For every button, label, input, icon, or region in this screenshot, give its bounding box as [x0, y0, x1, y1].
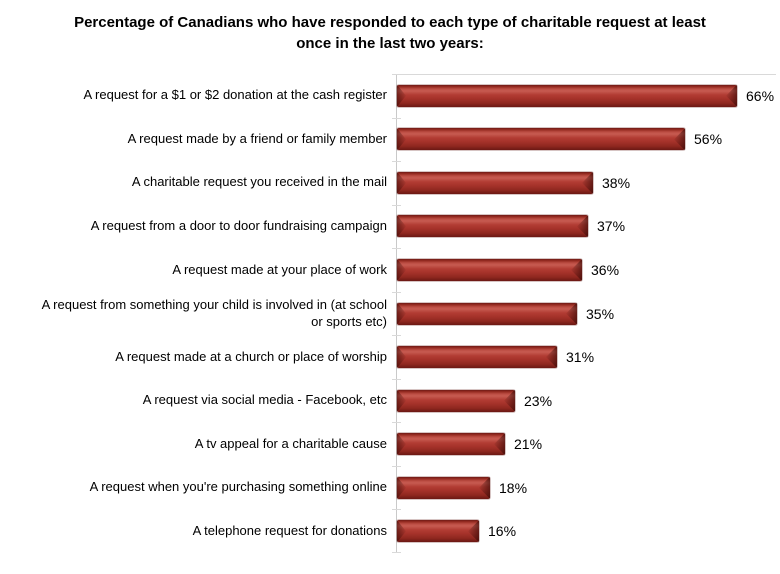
bar-zone: 23% [397, 389, 780, 412]
category-label: A charitable request you received in the… [131, 174, 387, 190]
value-label: 21% [514, 436, 543, 453]
value-label: 66% [746, 87, 775, 104]
bar [397, 258, 582, 281]
bar [397, 346, 557, 369]
category-label: A request when you're purchasing somethi… [89, 479, 387, 495]
value-label: 16% [488, 523, 517, 540]
bar-zone: 35% [397, 302, 780, 325]
chart-row: A request made by a friend or family mem… [0, 117, 780, 162]
bar [397, 302, 577, 325]
category-label: A request from something your child is i… [41, 296, 387, 329]
value-label: 18% [499, 479, 528, 496]
plot-top-border [396, 74, 776, 75]
category-label: A request from a door to door fundraisin… [90, 217, 387, 233]
category-label: A tv appeal for a charitable cause [194, 435, 387, 451]
bar-zone: 66% [397, 84, 780, 107]
value-label: 35% [586, 305, 615, 322]
category-label: A request via social media - Facebook, e… [142, 392, 387, 408]
category-label: A request made at your place of work [172, 261, 387, 277]
bar-rows: A request for a $1 or $2 donation at the… [0, 74, 780, 553]
chart-row: A request made at your place of work 36% [0, 248, 780, 292]
value-label: 56% [694, 131, 723, 148]
bar-zone: 21% [397, 433, 780, 456]
category-label: A request made by a friend or family mem… [127, 130, 387, 146]
value-label: 31% [566, 349, 595, 366]
bar [397, 128, 685, 151]
bar [397, 84, 737, 107]
bar [397, 171, 593, 194]
chart-row: A charitable request you received in the… [0, 161, 780, 205]
value-label: 37% [597, 218, 626, 235]
chart-row: A tv appeal for a charitable cause 21% [0, 422, 780, 466]
chart-row: A request made at a church or place of w… [0, 335, 780, 379]
bar-zone: 56% [397, 128, 780, 151]
chart-row: A request from something your child is i… [0, 291, 780, 336]
value-label: 36% [591, 261, 620, 278]
chart-row: A telephone request for donations 16% [0, 509, 780, 553]
bar-zone: 37% [397, 215, 780, 238]
chart-row: A request from a door to door fundraisin… [0, 204, 780, 249]
bar-zone: 38% [397, 171, 780, 194]
chart-row: A request via social media - Facebook, e… [0, 378, 780, 423]
value-label: 23% [524, 392, 553, 409]
chart-row: A request for a $1 or $2 donation at the… [0, 74, 780, 118]
bar-zone: 36% [397, 258, 780, 281]
bar [397, 476, 490, 499]
category-label: A request made at a church or place of w… [115, 348, 387, 364]
plot-area: A request for a $1 or $2 donation at the… [0, 74, 780, 553]
category-label: A request for a $1 or $2 donation at the… [83, 87, 387, 103]
chart-title: Percentage of Canadians who have respond… [74, 14, 706, 52]
bar [397, 389, 515, 412]
category-label: A telephone request for donations [192, 522, 387, 538]
bar-zone: 31% [397, 346, 780, 369]
bar [397, 215, 588, 238]
chart-row: A request when you're purchasing somethi… [0, 465, 780, 510]
bar-zone: 16% [397, 520, 780, 543]
bar-zone: 18% [397, 476, 780, 499]
bar [397, 520, 479, 543]
value-label: 38% [602, 174, 631, 191]
bar [397, 433, 505, 456]
